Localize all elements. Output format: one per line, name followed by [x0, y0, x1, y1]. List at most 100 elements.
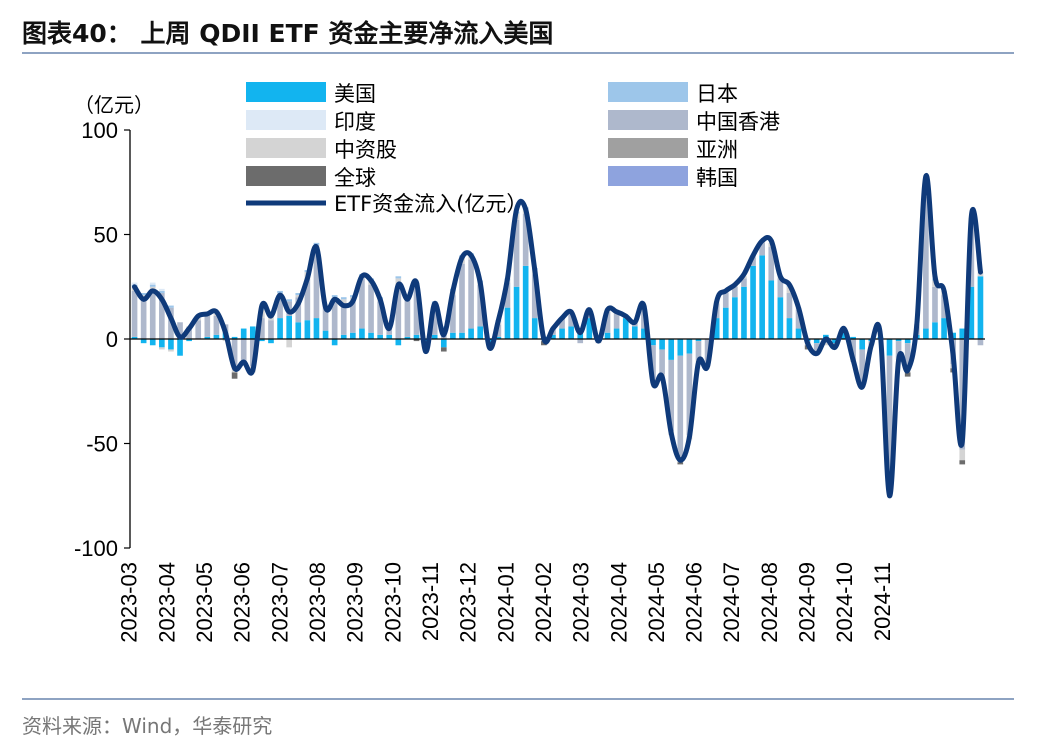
legend-swatch-韩国: [608, 166, 688, 186]
bar-美国-64: [713, 318, 720, 339]
bar-美国-53: [613, 328, 620, 339]
bar-美国-93: [977, 276, 984, 339]
y-tick-label: 0: [106, 327, 118, 352]
legend-label-美国: 美国: [334, 82, 376, 106]
bar-美国-89: [941, 318, 947, 339]
bar-中国香港-58: [659, 349, 665, 375]
bar-中国香港-70: [768, 247, 775, 281]
x-tick-label: 2024-03: [569, 562, 594, 643]
bar-中国香港-41: [504, 282, 511, 308]
y-tick-label: -50: [86, 432, 118, 457]
bar-美国-88: [932, 322, 938, 339]
bar-美国-30: [404, 336, 411, 339]
bar-美国-29: [395, 339, 402, 346]
bar-中国香港-47: [559, 318, 565, 329]
bar-中国香港-36: [459, 263, 465, 333]
bar-中国香港-72: [786, 293, 793, 319]
title-divider: [22, 52, 1014, 54]
bar-中国香港-61: [686, 353, 693, 436]
bar-美国-23: [340, 334, 347, 339]
bar-日本-23: [340, 297, 347, 300]
bar-日本-3: [159, 290, 165, 294]
legend-label-全球: 全球: [334, 166, 376, 190]
bar-中国香港-37: [468, 259, 474, 329]
bar-美国-37: [468, 328, 474, 339]
bar-美国-60: [677, 339, 684, 356]
bar-美国-33: [431, 334, 438, 339]
bar-中国香港-71: [777, 278, 784, 298]
bar-中国香港-14: [259, 318, 265, 339]
legend-swatch-印度: [246, 110, 326, 130]
bar-中国香港-73: [795, 309, 802, 329]
bar-中资股-17: [286, 339, 292, 348]
bar-美国-67: [741, 286, 747, 339]
bar-美国-42: [513, 286, 520, 339]
source-note: 资料来源：Wind，华泰研究: [22, 714, 273, 738]
bar-美国-61: [686, 339, 693, 354]
bar-美国-52: [604, 332, 611, 339]
bar-中国香港-16: [277, 297, 283, 319]
bar-全球-11: [231, 372, 238, 379]
bar-美国-80: [859, 339, 866, 350]
bar-中国香港-8: [204, 316, 211, 337]
bar-美国-5: [177, 339, 183, 356]
bar-美国-24: [350, 332, 356, 339]
y-tick-label: -100: [74, 536, 118, 561]
bar-中国香港-49: [577, 339, 584, 344]
legend-swatch-美国: [246, 82, 326, 102]
x-tick-label: 2024-06: [682, 562, 707, 643]
bar-中国香港-69: [759, 242, 765, 256]
bar-美国-36: [459, 332, 465, 339]
legend-swatch-中国香港: [608, 110, 688, 130]
bar-中国香港-27: [377, 301, 383, 335]
bar-中国香港-15: [268, 320, 274, 339]
bar-中国香港-59: [668, 359, 675, 431]
bar-美国-22: [331, 339, 338, 346]
bar-中国香港-24: [350, 301, 356, 333]
legend-label-中国香港: 中国香港: [696, 110, 780, 134]
bar-中国香港-12: [240, 339, 247, 365]
bar-中国香港-31: [413, 286, 420, 335]
bar-中国香港-30: [404, 299, 411, 337]
bar-美国-50: [586, 318, 593, 339]
bar-中国香港-26: [368, 284, 374, 333]
legend-label-韩国: 韩国: [696, 166, 738, 190]
bar-中国香港-84: [895, 341, 902, 358]
bar-中国香港-60: [677, 355, 684, 457]
bar-中国香港-9: [213, 316, 220, 335]
bar-中国香港-19: [304, 278, 311, 321]
x-tick-label: 2024-07: [719, 562, 744, 643]
bar-美国-20: [313, 318, 320, 339]
bar-中国香港-0: [131, 290, 138, 337]
x-tick-label: 2023-09: [343, 562, 368, 643]
bar-美国-16: [277, 318, 283, 339]
bar-中国香港-18: [295, 297, 302, 323]
bar-中资股-1: [140, 295, 147, 298]
bar-中国香港-65: [722, 293, 729, 308]
bar-美国-26: [368, 332, 374, 339]
x-tick-label: 2024-09: [795, 562, 820, 643]
y-tick-label: 50: [94, 223, 118, 248]
bar-中国香港-87: [923, 196, 929, 329]
x-tick-label: 2024-02: [531, 562, 556, 643]
legend-swatch-亚洲: [608, 138, 688, 158]
bar-中资股-91: [959, 449, 966, 461]
bar-美国-14: [259, 339, 265, 342]
bar-中国香港-44: [531, 274, 538, 319]
bar-美国-6: [186, 339, 192, 342]
bar-美国-84: [895, 339, 902, 342]
bar-美国-71: [777, 297, 784, 339]
bar-中国香港-35: [450, 295, 456, 333]
bar-美国-2: [149, 339, 156, 346]
bar-美国-41: [504, 307, 511, 339]
bar-美国-58: [659, 339, 665, 350]
bar-中国香港-85: [904, 343, 911, 369]
bar-中资股-3: [159, 347, 165, 350]
bar-美国-25: [359, 328, 365, 339]
bar-日本-17: [286, 299, 292, 302]
bar-中资股-76: [823, 343, 829, 346]
bar-日本-1: [140, 293, 147, 296]
x-tick-label: 2024-11: [870, 562, 895, 641]
legend-label-印度: 印度: [334, 110, 376, 134]
x-tick-label: 2023-03: [117, 562, 142, 643]
